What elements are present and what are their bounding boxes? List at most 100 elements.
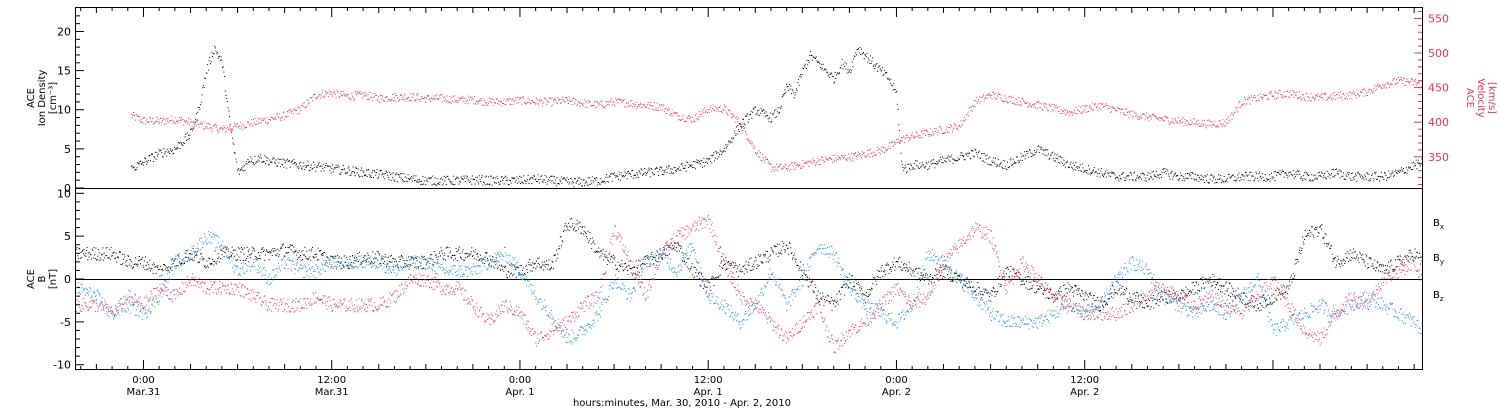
bx-point bbox=[482, 262, 483, 264]
velocity-point bbox=[1225, 125, 1227, 127]
density-point bbox=[181, 144, 183, 146]
velocity-point bbox=[159, 121, 161, 123]
bx-point bbox=[661, 258, 663, 259]
velocity-point bbox=[522, 97, 523, 98]
velocity-point bbox=[1223, 125, 1225, 127]
velocity-point bbox=[570, 100, 571, 102]
velocity-point bbox=[370, 96, 372, 98]
density-point bbox=[1128, 175, 1130, 177]
velocity-point bbox=[951, 126, 953, 128]
velocity-point bbox=[799, 164, 801, 166]
velocity-point bbox=[264, 118, 266, 120]
bx-point bbox=[354, 257, 355, 259]
velocity-point bbox=[827, 159, 829, 161]
velocity-point bbox=[1280, 94, 1282, 95]
velocity-point bbox=[164, 119, 166, 121]
velocity-point bbox=[1107, 108, 1109, 110]
velocity-point bbox=[1169, 123, 1171, 125]
density-point bbox=[275, 159, 277, 161]
velocity-point bbox=[500, 101, 502, 103]
velocity-point bbox=[485, 102, 487, 104]
velocity-point bbox=[152, 123, 154, 125]
density-point bbox=[329, 169, 331, 171]
bx-point bbox=[539, 266, 541, 268]
density-point bbox=[327, 165, 329, 167]
velocity-point bbox=[416, 93, 418, 95]
bx-point bbox=[114, 258, 116, 260]
velocity-point bbox=[168, 121, 170, 123]
density-point bbox=[973, 156, 975, 158]
density-point bbox=[351, 172, 353, 174]
bx-point bbox=[659, 248, 661, 250]
density-point bbox=[1061, 157, 1063, 158]
velocity-point bbox=[310, 97, 312, 99]
bx-point bbox=[123, 254, 125, 256]
density-point bbox=[1254, 179, 1256, 181]
bx-point bbox=[194, 251, 196, 253]
density-point bbox=[941, 162, 943, 164]
velocity-point bbox=[715, 110, 717, 112]
density-point bbox=[486, 183, 488, 185]
density-point bbox=[1091, 173, 1092, 175]
density-point bbox=[281, 163, 283, 165]
density-point bbox=[416, 180, 418, 182]
velocity-point bbox=[1044, 106, 1046, 108]
velocity-point bbox=[950, 125, 952, 127]
velocity-point bbox=[977, 101, 979, 102]
velocity-point bbox=[206, 123, 208, 125]
density-point bbox=[356, 172, 358, 174]
velocity-point bbox=[1046, 107, 1048, 109]
velocity-point bbox=[159, 117, 161, 119]
density-point bbox=[1007, 167, 1009, 168]
velocity-point bbox=[137, 115, 139, 116]
bx-point bbox=[205, 267, 207, 269]
velocity-point bbox=[1412, 79, 1414, 81]
velocity-point bbox=[871, 152, 873, 154]
velocity-point bbox=[1084, 105, 1086, 107]
density-point bbox=[266, 160, 268, 162]
density-point bbox=[570, 178, 572, 180]
density-point bbox=[949, 160, 951, 162]
velocity-point bbox=[1298, 96, 1300, 98]
bx-point bbox=[271, 249, 273, 251]
density-point bbox=[413, 175, 415, 177]
density-point bbox=[379, 169, 381, 171]
density-point bbox=[149, 155, 151, 157]
velocity-point bbox=[430, 101, 432, 102]
velocity-point bbox=[1049, 104, 1051, 106]
density-point bbox=[1282, 171, 1284, 172]
velocity-point bbox=[1041, 108, 1043, 110]
bx-point bbox=[596, 251, 598, 253]
density-point bbox=[1164, 168, 1166, 169]
velocity-point bbox=[196, 121, 198, 123]
velocity-point bbox=[1391, 83, 1393, 85]
bx-point bbox=[465, 257, 467, 259]
velocity-point bbox=[699, 111, 701, 113]
velocity-point bbox=[859, 152, 861, 154]
density-point bbox=[1127, 175, 1128, 177]
velocity-point bbox=[829, 158, 831, 159]
velocity-point bbox=[1118, 108, 1120, 110]
density-point bbox=[1242, 174, 1244, 176]
velocity-point bbox=[1187, 122, 1189, 124]
density-point bbox=[884, 69, 886, 71]
velocity-point bbox=[1194, 123, 1196, 125]
bx-point bbox=[144, 269, 146, 271]
velocity-point bbox=[512, 98, 514, 100]
density-point bbox=[1141, 172, 1143, 174]
velocity-point bbox=[135, 119, 137, 121]
velocity-point bbox=[915, 131, 917, 133]
bx-point bbox=[85, 255, 87, 257]
density-point bbox=[871, 60, 873, 62]
velocity-point bbox=[801, 166, 803, 168]
density-point bbox=[509, 179, 511, 181]
density-point bbox=[1232, 174, 1234, 176]
velocity-point bbox=[622, 100, 624, 102]
bx-point bbox=[256, 259, 258, 261]
velocity-point bbox=[790, 168, 792, 170]
velocity-point bbox=[964, 120, 966, 122]
density-point bbox=[500, 176, 502, 178]
velocity-point bbox=[448, 101, 450, 103]
density-point bbox=[241, 167, 242, 169]
density-point bbox=[290, 161, 292, 163]
